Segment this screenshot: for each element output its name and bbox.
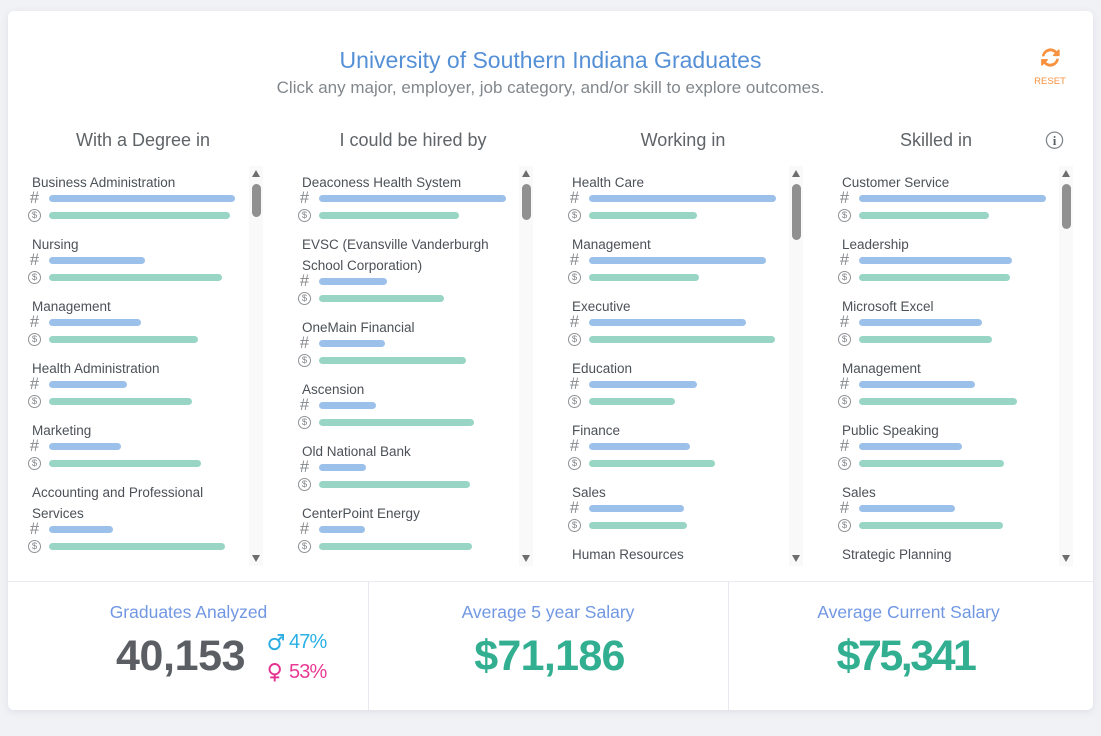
svg-text:i: i (1052, 133, 1056, 148)
